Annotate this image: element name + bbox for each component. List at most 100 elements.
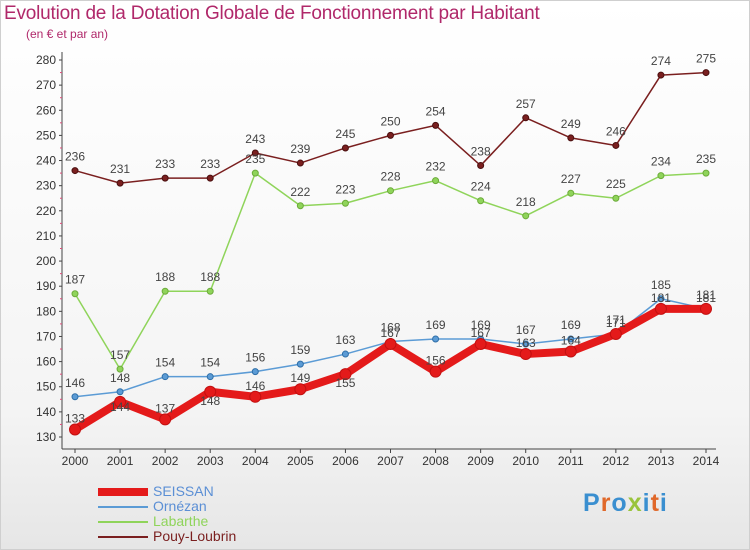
data-point-pouy-loubrin <box>657 71 665 79</box>
data-point-pouy-loubrin <box>387 131 394 139</box>
data-label-orn-zan: 163 <box>335 333 355 347</box>
data-point-seissan <box>204 385 217 398</box>
data-point-labarthe <box>161 287 169 295</box>
y-tick-label: 150 <box>36 380 56 394</box>
data-label-orn-zan: 148 <box>110 371 130 385</box>
data-label-labarthe: 235 <box>245 152 265 166</box>
data-point-orn-zan <box>567 335 575 343</box>
x-tick-label: 2013 <box>648 454 675 468</box>
data-point-orn-zan <box>116 388 124 396</box>
data-label-labarthe: 157 <box>110 348 130 362</box>
data-point-orn-zan <box>432 335 440 343</box>
data-point-pouy-loubrin <box>71 167 79 175</box>
data-label-orn-zan: 168 <box>380 320 400 334</box>
y-tick-label: 280 <box>36 53 56 67</box>
data-point-seissan <box>384 338 397 351</box>
data-label-seissan: 181 <box>696 291 716 305</box>
y-tick-label: 180 <box>36 304 56 318</box>
data-label-pouy-loubrin: 275 <box>696 52 716 66</box>
legend-label: SEISSAN <box>153 483 214 499</box>
y-tick-label: 250 <box>36 128 56 142</box>
y-tick-label: 210 <box>36 229 56 243</box>
data-label-pouy-loubrin: 238 <box>471 145 491 159</box>
data-label-seissan: 155 <box>335 376 355 390</box>
data-label-labarthe: 235 <box>696 152 716 166</box>
logo-letter: P <box>583 489 601 517</box>
x-tick-label: 2004 <box>242 454 269 468</box>
data-point-pouy-loubrin <box>612 141 620 149</box>
data-point-seissan <box>519 348 532 361</box>
y-tick-label: 260 <box>36 103 56 117</box>
data-label-labarthe: 225 <box>606 177 626 191</box>
y-tick-label: 230 <box>36 179 56 193</box>
chart-title: Evolution de la Dotation Globale de Fonc… <box>4 3 540 24</box>
data-label-labarthe: 187 <box>65 273 85 287</box>
chart-legend: SEISSAN Ornézan Labarthe Pouy-Loubrin <box>98 484 236 544</box>
legend-swatch <box>98 535 148 538</box>
y-tick-label: 130 <box>36 430 56 444</box>
data-point-labarthe <box>206 287 214 295</box>
data-label-pouy-loubrin: 236 <box>65 150 85 164</box>
x-tick-label: 2000 <box>62 454 89 468</box>
data-point-pouy-loubrin <box>206 174 214 182</box>
data-point-labarthe <box>657 172 665 180</box>
data-point-orn-zan <box>251 368 259 376</box>
data-point-pouy-loubrin <box>477 162 485 170</box>
data-label-pouy-loubrin: 257 <box>516 97 536 111</box>
x-tick-label: 2001 <box>107 454 134 468</box>
data-label-pouy-loubrin: 246 <box>606 124 626 138</box>
x-tick-label: 2007 <box>377 454 404 468</box>
y-tick-label: 170 <box>36 329 56 343</box>
data-point-pouy-loubrin <box>522 114 530 122</box>
data-label-orn-zan: 146 <box>65 376 85 390</box>
data-point-seissan <box>339 368 352 381</box>
legend-swatch <box>98 487 148 496</box>
data-label-seissan: 164 <box>561 334 581 348</box>
data-point-orn-zan <box>206 373 214 381</box>
data-label-orn-zan: 167 <box>516 323 536 337</box>
data-label-seissan: 133 <box>65 411 85 425</box>
data-label-seissan: 163 <box>516 336 536 350</box>
y-tick-label: 200 <box>36 254 56 268</box>
data-label-pouy-loubrin: 249 <box>561 117 581 131</box>
data-label-orn-zan: 154 <box>155 356 175 370</box>
data-label-labarthe: 228 <box>380 170 400 184</box>
data-point-seissan <box>114 395 127 408</box>
data-label-pouy-loubrin: 231 <box>110 162 130 176</box>
x-tick-label: 2005 <box>287 454 314 468</box>
data-point-orn-zan <box>296 360 304 368</box>
data-label-orn-zan: 185 <box>651 278 671 292</box>
legend-item: Ornézan <box>98 499 236 514</box>
data-label-seissan: 149 <box>290 371 310 385</box>
data-point-seissan <box>700 302 712 315</box>
data-point-pouy-loubrin <box>296 159 304 167</box>
y-tick-label: 240 <box>36 154 56 168</box>
x-tick-label: 2012 <box>603 454 630 468</box>
data-label-pouy-loubrin: 233 <box>200 157 220 171</box>
data-point-orn-zan <box>341 350 349 358</box>
data-label-orn-zan: 169 <box>561 318 581 332</box>
data-point-orn-zan <box>657 295 665 303</box>
x-tick-label: 2003 <box>197 454 224 468</box>
data-label-orn-zan: 169 <box>426 318 446 332</box>
data-label-orn-zan: 171 <box>606 313 626 327</box>
x-tick-label: 2014 <box>693 454 720 468</box>
data-point-seissan <box>159 413 172 426</box>
data-label-labarthe: 234 <box>651 155 671 169</box>
chart-subtitle: (en € et par an) <box>26 27 109 41</box>
data-point-orn-zan <box>161 373 169 381</box>
logo-letter: i <box>659 489 668 517</box>
data-point-labarthe <box>341 199 349 207</box>
data-point-seissan <box>294 383 307 396</box>
legend-label: Pouy-Loubrin <box>153 528 237 544</box>
data-label-orn-zan: 156 <box>245 351 265 365</box>
data-label-seissan: 171 <box>606 316 626 330</box>
x-tick-label: 2009 <box>467 454 494 468</box>
y-tick-label: 270 <box>36 78 56 92</box>
data-label-seissan: 144 <box>110 400 130 414</box>
y-tick-label: 220 <box>36 204 56 218</box>
data-point-labarthe <box>71 290 79 298</box>
x-tick-label: 2010 <box>512 454 539 468</box>
data-label-seissan: 137 <box>155 401 175 415</box>
